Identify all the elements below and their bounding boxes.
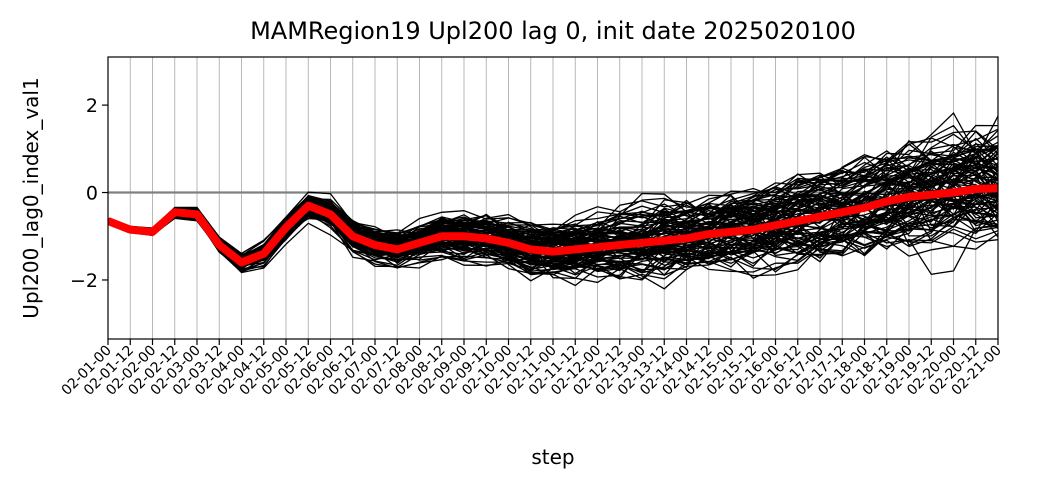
x-axis-label: step (531, 445, 574, 469)
chart-title: MAMRegion19 Upl200 lag 0, init date 2025… (250, 17, 856, 45)
vertical-gridlines (107, 57, 999, 339)
y-tick-label: −2 (70, 270, 98, 292)
ensemble-member (108, 179, 998, 264)
ensemble-mean-line (108, 184, 998, 267)
ensemble-member (108, 211, 998, 272)
ensemble-member (108, 130, 998, 256)
y-tick-label: 0 (86, 183, 98, 205)
y-axis-ticks: −2 0 2 (70, 95, 108, 292)
x-axis-ticks: 02-01-0002-01-1202-02-0002-02-1202-03-00… (59, 339, 1005, 399)
y-tick-label: 2 (86, 95, 98, 117)
y-axis-label: Upl200_lag0_index_val1 (19, 77, 43, 318)
ensemble-member (108, 195, 998, 278)
